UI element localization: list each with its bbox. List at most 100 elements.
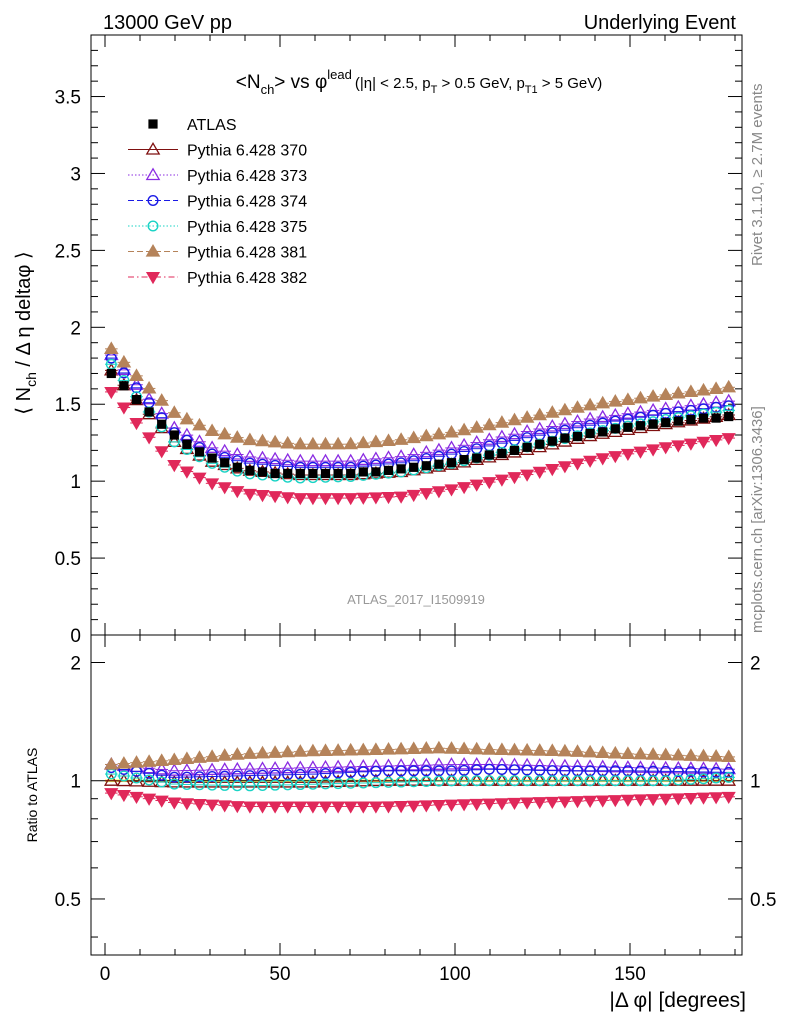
ratio-point (471, 764, 483, 776)
ratio-point (658, 793, 673, 806)
data-point (293, 493, 308, 506)
y-tick-label: 0.5 (55, 549, 81, 570)
ratio-point (192, 798, 207, 812)
data-point (520, 469, 535, 482)
y-tick-label: 3 (70, 164, 81, 185)
data-point (167, 460, 182, 473)
data-point (598, 427, 608, 437)
main-ylabel: ⟨ Nch / Δ η deltaφ ⟩ (13, 251, 39, 414)
data-point (394, 491, 409, 504)
data-point (333, 468, 343, 479)
ratio-y-tick-label: 1 (70, 772, 81, 793)
data-point (670, 385, 686, 399)
data-point (585, 428, 595, 439)
ratio-point (570, 796, 585, 809)
ratio-point (345, 777, 357, 789)
data-point (104, 386, 119, 400)
rivet-label: Rivet 3.1.10, ≥ 2.7M events (749, 84, 766, 267)
ratio-point (181, 771, 193, 783)
ratio-point (318, 774, 333, 788)
ratio-point (242, 761, 258, 775)
ratio-point (696, 748, 711, 762)
data-point (305, 493, 320, 506)
ratio-point (104, 788, 119, 801)
ratio-point (166, 752, 182, 766)
data-point (547, 436, 557, 446)
data-point (421, 461, 431, 471)
data-point (255, 450, 270, 464)
data-point (582, 397, 598, 411)
ratio-point (368, 742, 384, 755)
data-point (620, 392, 636, 406)
main-plot-area: 0 0.5 1 1.5 2 2.5 3 3.5 (55, 34, 743, 647)
data-point (583, 455, 598, 468)
series-pythia-6-428-381 (103, 341, 737, 450)
ratio-point (418, 773, 434, 786)
ratio-point (305, 743, 321, 757)
data-point (711, 413, 721, 423)
ratio-point (545, 796, 560, 809)
ratio-y-tick-label: 2 (70, 654, 81, 675)
data-point (557, 402, 573, 416)
data-point (220, 458, 230, 468)
ratio-point (481, 742, 497, 755)
ratio-point (708, 773, 724, 786)
data-point (154, 393, 170, 406)
data-point (481, 432, 497, 445)
ratio-point (343, 801, 358, 814)
data-point (368, 434, 384, 448)
data-point (459, 455, 469, 465)
data-point (217, 443, 233, 457)
data-point (318, 436, 333, 450)
data-point (116, 402, 131, 415)
data-point (507, 412, 522, 426)
data-point (431, 426, 447, 440)
ratio-point (244, 780, 256, 792)
ratio-point (355, 742, 371, 756)
ratio-point (242, 801, 257, 814)
data-point (320, 468, 331, 479)
data-point (106, 368, 116, 379)
data-point (129, 368, 144, 381)
data-point (444, 424, 459, 438)
ratio-point (660, 775, 672, 787)
ratio-point (458, 764, 470, 776)
data-point (646, 444, 661, 457)
data-point (330, 453, 346, 467)
data-point (179, 427, 195, 441)
ratio-point (268, 801, 283, 814)
data-point (519, 424, 535, 437)
ratio-point (670, 747, 686, 761)
ratio-point (330, 774, 346, 787)
ratio-point (408, 765, 420, 777)
ratio-point (420, 765, 432, 777)
data-point (696, 436, 711, 449)
data-point (204, 440, 220, 453)
ratio-point (683, 748, 699, 761)
ratio-point (532, 743, 548, 756)
data-point (230, 486, 245, 499)
ratio-point (572, 775, 584, 787)
data-point (406, 447, 422, 460)
ratio-point (229, 747, 245, 760)
ratio-point (383, 776, 395, 788)
data-point (118, 367, 130, 379)
x-tick-label: 100 (439, 964, 471, 985)
data-point (431, 486, 446, 499)
ratio-point (255, 801, 270, 814)
ratio-series-pythia-6-428-375 (105, 768, 735, 792)
data-point (494, 474, 509, 487)
data-point (182, 439, 192, 449)
ratio-point (509, 775, 521, 787)
ratio-point (330, 759, 346, 773)
data-point (305, 436, 321, 450)
ratio-ylabel: Ratio to ATLAS (24, 748, 40, 843)
data-point (280, 492, 295, 505)
data-point (620, 406, 636, 419)
ratio-point (179, 763, 195, 776)
ratio-point (280, 801, 295, 814)
ratio-point (406, 741, 422, 754)
ratio-point (370, 765, 382, 777)
data-point (595, 395, 611, 409)
